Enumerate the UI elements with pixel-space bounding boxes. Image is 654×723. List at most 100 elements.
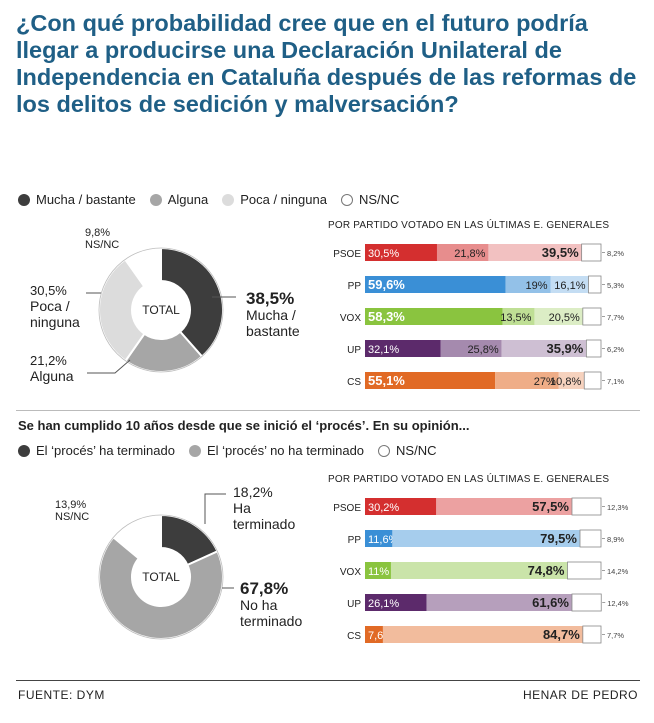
bar-value-label-up-2: 35,9% [546, 341, 583, 356]
footer-divider [16, 680, 640, 681]
bar-segment-pp-0 [365, 276, 506, 293]
legend-swatch-terminado [18, 444, 30, 457]
bar-value-label-psoe-1: 21,8% [454, 248, 485, 260]
bar-value-label-vox-2: 14,2% [607, 567, 629, 576]
legend-swatch-nsnc-2 [378, 444, 391, 457]
party-label-pp: PP [348, 281, 362, 292]
slice-value-label-0: 18,2% [233, 484, 273, 500]
bar-value-label-vox-3: 7,7% [607, 313, 624, 322]
bar-segment-up-2 [571, 593, 602, 612]
slice-name-label-0: Mucha / [246, 307, 296, 323]
bar-segment-cs-0 [365, 626, 383, 643]
slice-value-label-1: 21,2% [30, 353, 67, 368]
slice-name-label-1: No ha [240, 597, 278, 613]
bar-segment-vox-0 [365, 562, 391, 579]
bar-segment-cs-2 [582, 625, 602, 644]
bar-segment-pp-1 [392, 530, 580, 547]
bar-chart-title: POR PARTIDO VOTADO EN LAS ÚLTIMAS E. GEN… [328, 218, 609, 231]
donut-center-label: TOTAL [142, 303, 180, 317]
legend-item-nsnc: NS/NC [340, 192, 399, 207]
bar-chart-title: POR PARTIDO VOTADO EN LAS ÚLTIMAS E. GEN… [328, 472, 609, 485]
party-label-pp: PP [348, 535, 362, 546]
slice-name-label-0: Ha [233, 500, 251, 516]
bar-segment-cs-1 [495, 372, 559, 389]
legend-swatch-mucha [18, 193, 30, 206]
bar-value-label-pp-0: 11,6% [368, 534, 399, 546]
party-label-cs: CS [347, 631, 361, 642]
bar-value-label-psoe-2: 39,5% [542, 245, 579, 260]
bar-value-label-pp-1: 19% [525, 280, 547, 292]
party-label-vox: VOX [340, 313, 361, 324]
bar-segment-psoe-3 [581, 243, 602, 262]
legend-label-alguna: Alguna [167, 192, 209, 207]
bar-value-label-cs-2: 10,8% [550, 376, 581, 388]
bar-segment-vox-3 [582, 307, 602, 326]
legend-item-terminado: El ‘procés’ ha terminado [18, 443, 175, 458]
footer-source: FUENTE: DYM [18, 688, 105, 702]
slice-value-label-1: 67,8% [240, 579, 288, 598]
bar-segment-vox-2 [567, 561, 602, 580]
bar-segment-psoe-1 [436, 244, 489, 261]
bar-segment-up-3 [585, 339, 602, 358]
bar-segment-psoe-2 [488, 244, 582, 261]
donut-center-label: TOTAL [142, 570, 180, 584]
legend-label-poca: Poca / ninguna [240, 192, 327, 207]
legend-label-nsnc-2: NS/NC [396, 443, 437, 458]
bar-value-label-pp-3: 5,3% [607, 281, 624, 290]
question-2: Se han cumplido 10 años desde que se ini… [18, 418, 470, 433]
bar-segment-up-0 [365, 340, 441, 357]
legend-item-no-terminado: El ‘procés’ no ha terminado [188, 443, 364, 458]
legend-item-mucha: Mucha / bastante [18, 192, 136, 207]
bar-value-label-psoe-2: 12,3% [607, 503, 629, 512]
bar-value-label-psoe-0: 30,2% [368, 502, 399, 514]
bar-value-label-up-0: 32,1% [368, 344, 399, 356]
legend-label-mucha: Mucha / bastante [36, 192, 136, 207]
bar-value-label-vox-0: 11% [368, 566, 389, 578]
slice-value-label-2: 30,5% [30, 283, 67, 298]
bar-value-label-cs-2: 7,7% [607, 631, 624, 640]
bar-value-label-vox-2: 20,5% [549, 312, 580, 324]
slice-name-label-1: Alguna [30, 368, 74, 384]
bar-segment-pp-2 [579, 529, 602, 548]
slice-name-label-2-1: terminado [240, 613, 302, 629]
footer-author: HENAR DE PEDRO [522, 688, 638, 702]
bar-segment-pp-3 [588, 275, 602, 294]
slice-name-label-2: Poca / [30, 298, 70, 314]
bar-value-label-psoe-3: 8,2% [607, 249, 624, 258]
slice-name-label-2-2: ninguna [30, 314, 80, 330]
party-label-up: UP [347, 599, 361, 610]
bar-value-label-cs-3: 7,1% [607, 377, 624, 386]
slice-value-label-3: 9,8% [85, 227, 110, 239]
bar-chart-probability-by-party: POR PARTIDO VOTADO EN LAS ÚLTIMAS E. GEN… [328, 218, 624, 390]
bar-segment-psoe-0 [365, 498, 437, 515]
bar-value-label-vox-0: 58,3% [368, 309, 405, 324]
section-divider [16, 410, 640, 411]
bar-segment-cs-1 [382, 626, 583, 643]
legend-probability: Mucha / bastante Alguna Poca / ninguna N… [18, 192, 413, 207]
bar-value-label-pp-2: 8,9% [607, 535, 624, 544]
legend-swatch-nsnc [340, 193, 353, 206]
bar-value-label-cs-1: 27% [534, 376, 556, 388]
bar-segment-up-1 [426, 594, 572, 611]
bar-value-label-cs-1: 84,7% [543, 627, 580, 642]
party-label-up: UP [347, 345, 361, 356]
legend-swatch-alguna [149, 193, 162, 206]
bar-value-label-psoe-0: 30,5% [368, 248, 399, 260]
bar-value-label-psoe-1: 57,5% [532, 499, 569, 514]
legend-label-terminado: El ‘procés’ ha terminado [36, 443, 175, 458]
party-label-psoe: PSOE [333, 249, 361, 260]
bar-segment-pp-1 [505, 276, 551, 293]
bar-value-label-up-1: 61,6% [532, 595, 569, 610]
legend-swatch-poca [222, 193, 235, 206]
leader-line-0 [204, 493, 226, 524]
bar-value-label-cs-0: 55,1% [368, 373, 405, 388]
slice-value-label-2: 13,9% [55, 499, 86, 511]
bar-segment-cs-2 [558, 372, 585, 389]
bar-value-label-vox-1: 74,8% [528, 563, 565, 578]
donut-chart-probability: TOTAL 38,5%Mucha /bastante 21,2%Alguna 30,5… [30, 227, 300, 384]
bar-value-label-pp-2: 16,1% [554, 280, 585, 292]
bar-segment-pp-0 [365, 530, 393, 547]
bar-segment-up-2 [501, 340, 587, 357]
bar-segment-cs-3 [583, 371, 602, 390]
bar-value-label-pp-1: 79,5% [540, 531, 577, 546]
